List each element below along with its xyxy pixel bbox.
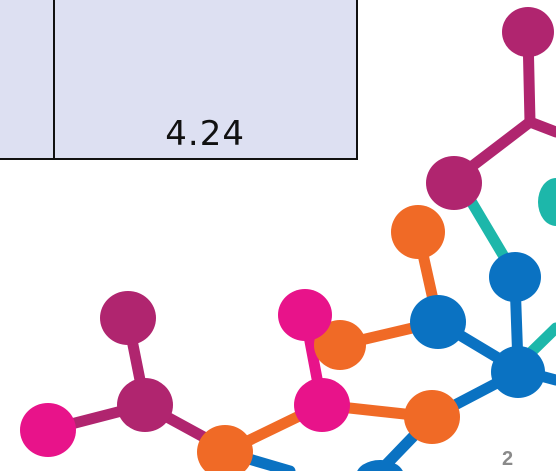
- table-cell-left: [0, 0, 55, 160]
- table-cell-value: 4.24: [55, 0, 358, 160]
- page-number: 2: [502, 448, 514, 470]
- table-cell-value-text: 4.24: [165, 114, 245, 154]
